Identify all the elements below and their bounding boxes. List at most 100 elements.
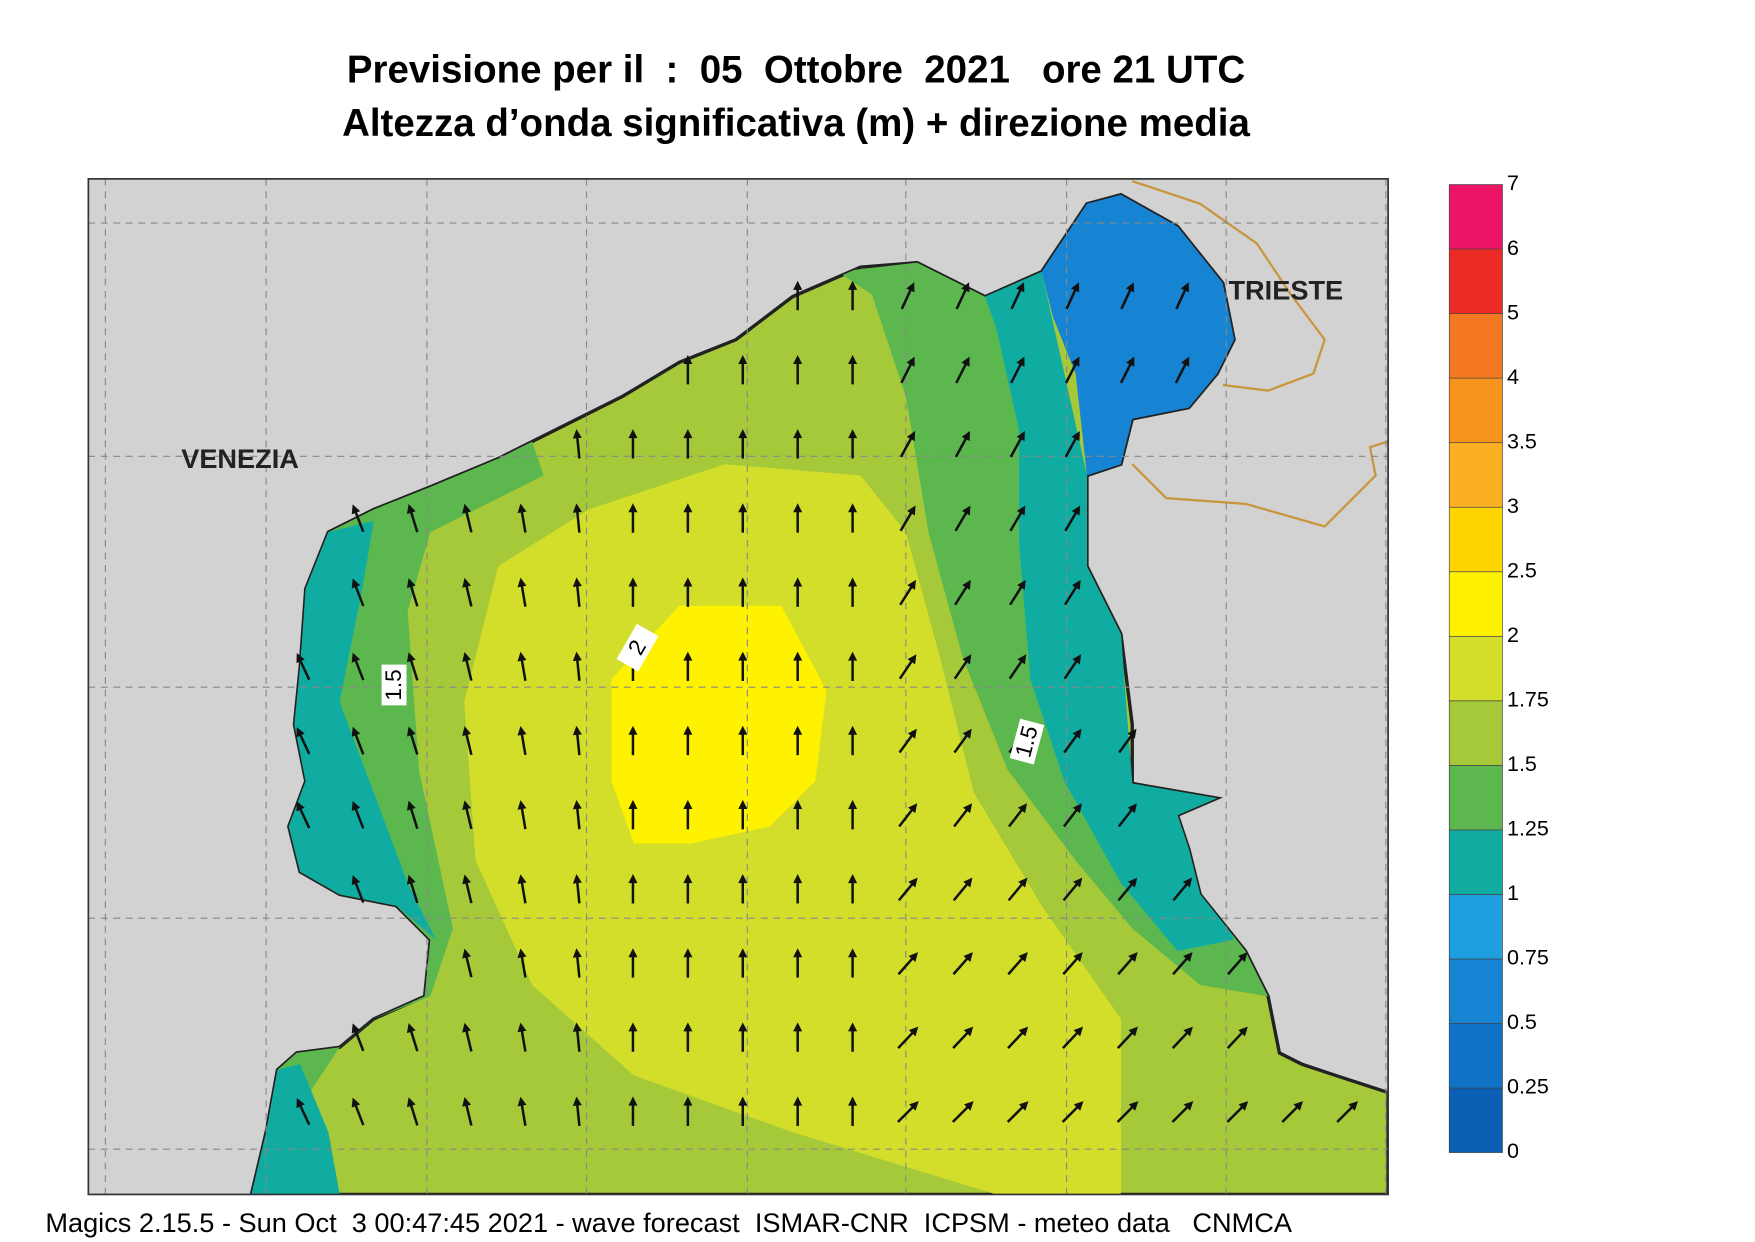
wave-arrow xyxy=(1007,877,1028,902)
wave-arrow xyxy=(351,800,365,829)
arrow-head xyxy=(1125,282,1135,293)
arrow-head xyxy=(962,728,972,739)
arrow-head xyxy=(462,652,472,662)
arrow-head xyxy=(683,651,693,661)
subtitle: Altezza d’onda significativa (m) + direz… xyxy=(342,102,1250,145)
wave-arrow xyxy=(1061,1101,1084,1123)
colorbar-swatch xyxy=(1448,184,1503,250)
wave-arrow xyxy=(572,1022,582,1052)
arrow-head xyxy=(1127,877,1138,888)
border xyxy=(1131,440,1389,528)
wave-arrow xyxy=(738,651,748,682)
label-bg xyxy=(616,623,659,672)
wave-arrow xyxy=(351,1097,365,1126)
wave-arrow xyxy=(848,948,858,978)
arrow-head xyxy=(1018,1101,1029,1111)
wave-arrow xyxy=(1062,803,1082,828)
arrow-head xyxy=(1017,654,1027,665)
arrow-head xyxy=(517,577,527,588)
wave-arrow xyxy=(848,354,858,385)
wave-arrow xyxy=(1172,877,1193,902)
arrow-head xyxy=(738,1096,748,1106)
wave-arrow xyxy=(683,577,693,607)
wave-arrow xyxy=(738,948,748,978)
map-frame xyxy=(87,178,1389,1196)
wave-arrow xyxy=(406,874,419,904)
band xyxy=(985,271,1235,952)
colorbar-swatch xyxy=(1448,635,1503,702)
wave-arrow xyxy=(517,1096,527,1126)
arrow-head xyxy=(793,725,803,735)
colorbar-swatch xyxy=(1448,313,1503,379)
wave-arrow xyxy=(1062,952,1083,976)
arrow-head xyxy=(572,1022,582,1032)
wave-arrow xyxy=(738,354,748,385)
arrow-head xyxy=(906,431,916,442)
arrow-head xyxy=(907,654,917,665)
wave-arrow xyxy=(793,354,803,385)
contour-label: 2 xyxy=(616,623,659,672)
wave-arrow xyxy=(953,654,972,680)
label-bg xyxy=(381,664,407,706)
arrow-head xyxy=(683,503,693,513)
wave-arrow xyxy=(1117,952,1138,976)
arrow-head xyxy=(961,431,971,442)
arrow-head xyxy=(963,952,973,962)
wave-arrow xyxy=(953,803,973,828)
arrow-head xyxy=(1017,803,1028,814)
arrow-head xyxy=(1016,505,1026,516)
arrow-head xyxy=(462,1022,472,1033)
arrow-head xyxy=(351,652,361,663)
colorbar-swatch xyxy=(1448,894,1503,960)
wave-arrow xyxy=(1063,579,1081,606)
wave-arrow xyxy=(1226,1101,1249,1123)
arrow-head xyxy=(793,577,803,587)
arrow-head xyxy=(1238,1101,1249,1111)
wave-arrow xyxy=(952,952,973,976)
arrow-head xyxy=(963,877,973,888)
arrow-head xyxy=(1018,877,1028,888)
wave-arrow xyxy=(1226,1026,1248,1049)
colorbar-label: 4 xyxy=(1507,365,1519,389)
wave-arrow xyxy=(462,1096,473,1126)
wave-arrow xyxy=(1009,431,1025,458)
arrow-head xyxy=(517,874,527,884)
arrow-head xyxy=(1127,803,1137,814)
arrow-head xyxy=(628,948,638,958)
arrow-head xyxy=(462,874,472,885)
wave-arrow xyxy=(406,1097,419,1126)
arrow-head xyxy=(848,280,858,290)
wave-arrow xyxy=(1171,1101,1194,1123)
wave-arrow xyxy=(1063,654,1082,680)
wave-arrow xyxy=(628,799,638,830)
wave-arrow xyxy=(1009,505,1026,532)
arrows xyxy=(296,280,1358,1127)
wave-arrow xyxy=(898,803,918,828)
arrow-head xyxy=(963,1026,974,1037)
colorbar-label: 3 xyxy=(1507,494,1519,518)
wave-arrow xyxy=(351,504,365,533)
colorbar-swatch xyxy=(1448,829,1503,895)
arrow-head xyxy=(793,280,803,290)
wave-arrow xyxy=(628,874,638,904)
arrow-head xyxy=(628,874,638,884)
wave-arrow xyxy=(954,431,971,458)
wave-arrow xyxy=(296,801,311,829)
arrow-head xyxy=(1072,728,1082,739)
arrow-head xyxy=(406,578,416,589)
colorbar-swatch xyxy=(1448,700,1503,766)
wave-arrow xyxy=(628,1022,638,1052)
wave-arrow xyxy=(738,429,748,459)
arrow-head xyxy=(738,874,748,884)
wave-arrow xyxy=(406,1023,419,1052)
wave-arrow xyxy=(628,503,638,533)
wave-arrow xyxy=(406,726,419,755)
arrow-head xyxy=(1073,1026,1084,1037)
wave-arrow xyxy=(951,1101,974,1123)
arrow-head xyxy=(793,354,803,364)
arrow-head xyxy=(517,948,527,959)
wave-arrow xyxy=(351,1023,365,1052)
arrow-head xyxy=(908,952,918,962)
wave-arrow xyxy=(848,874,858,904)
